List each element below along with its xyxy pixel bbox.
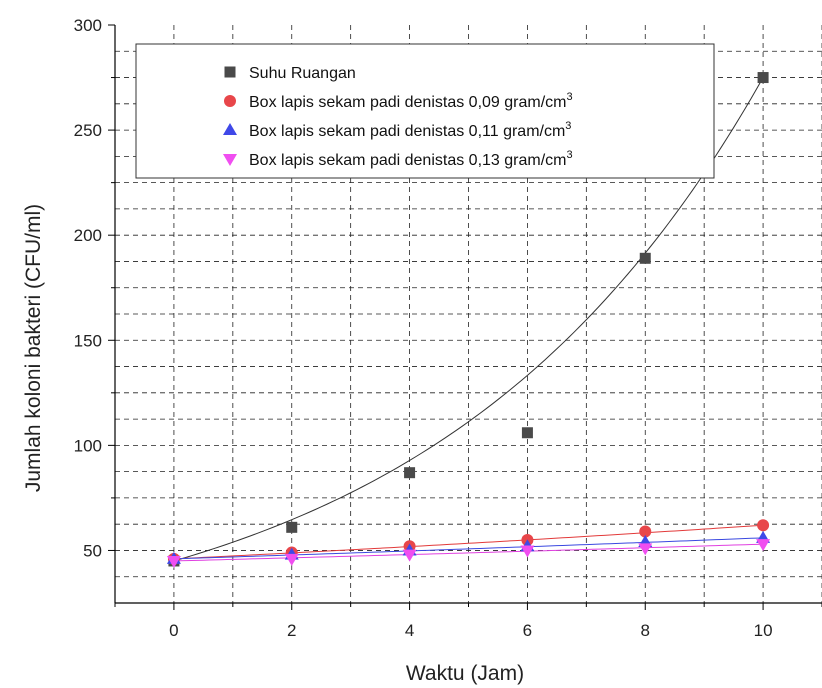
fit-curve — [173, 524, 764, 560]
legend-marker — [224, 95, 236, 107]
data-point — [756, 539, 771, 552]
x-tick-label: 0 — [169, 621, 178, 640]
data-point — [757, 72, 769, 84]
x-tick-label: 4 — [405, 621, 414, 640]
x-axis-title: Waktu (Jam) — [406, 662, 524, 685]
data-point — [639, 525, 652, 538]
y-tick-label: 250 — [74, 121, 102, 140]
x-tick-label: 2 — [287, 621, 296, 640]
legend-label-superscript: 3 — [565, 120, 571, 132]
data-point — [521, 427, 533, 439]
data-point — [402, 549, 417, 562]
legend-label: Box lapis sekam padi denistas 0,11 gram/… — [249, 120, 571, 140]
legend-label-superscript: 3 — [566, 91, 572, 103]
y-tick-label: 200 — [74, 226, 102, 245]
legend-label: Box lapis sekam padi denistas 0,09 gram/… — [249, 91, 573, 111]
data-point — [286, 521, 298, 533]
legend-label-superscript: 3 — [566, 149, 572, 161]
y-tick-label: 50 — [83, 541, 102, 560]
y-tick-label: 100 — [74, 436, 102, 455]
fit-curve — [173, 77, 764, 562]
y-tick-label: 300 — [74, 16, 102, 35]
data-point — [757, 519, 770, 532]
fit-curve — [173, 543, 764, 562]
x-tick-label: 10 — [754, 621, 773, 640]
x-tick-label: 8 — [641, 621, 650, 640]
legend-marker — [223, 123, 237, 135]
legend: Suhu Ruangan Box lapis sekam padi denista… — [135, 43, 715, 179]
data-point — [638, 543, 653, 556]
legend-marker — [224, 66, 236, 78]
x-tick-label: 6 — [523, 621, 532, 640]
data-point — [166, 555, 181, 568]
data-point — [520, 545, 535, 558]
legend-label: Box lapis sekam padi denistas 0,13 gram/… — [249, 149, 573, 169]
fit-curves — [173, 77, 764, 562]
y-tick-label: 150 — [74, 331, 102, 350]
legend-marker — [223, 154, 237, 166]
fit-curve — [173, 537, 764, 560]
data-point — [639, 252, 651, 264]
data-points — [166, 72, 771, 568]
y-axis-title: Jumlah koloni bakteri (CFU/ml) — [22, 204, 45, 492]
data-point — [404, 467, 416, 479]
ticks: 0 2 4 6 8 10 50 100 150 200 250 300 — [74, 16, 822, 640]
data-point — [284, 553, 299, 566]
legend-label: Suhu Ruangan — [249, 65, 356, 82]
